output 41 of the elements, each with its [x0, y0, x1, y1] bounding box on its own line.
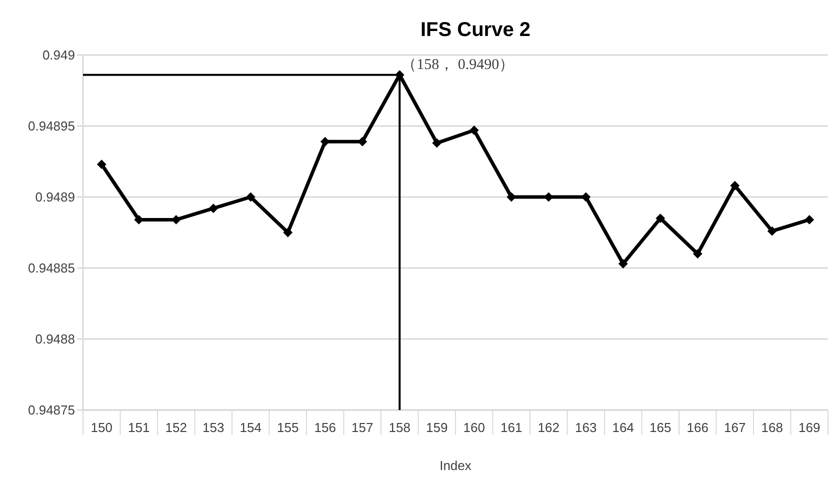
x-tick-label: 166 [686, 420, 708, 435]
x-tick-label: 157 [352, 420, 374, 435]
annotation: （158， 0.9490） [402, 56, 514, 73]
x-tick-label: 162 [538, 420, 560, 435]
x-tick-label: 168 [761, 420, 783, 435]
x-tick-label: 155 [277, 420, 299, 435]
point [618, 259, 628, 268]
x-tick-label: 154 [240, 420, 262, 435]
point [768, 226, 777, 236]
point [97, 160, 106, 169]
point [693, 249, 702, 258]
y-tick-label: 0.94885 [28, 260, 75, 276]
x-tick-label: 150 [90, 420, 112, 435]
chart-title: IFS Curve 2 [420, 19, 531, 41]
x-tick-label: 151 [128, 420, 150, 435]
y-tick-label: 0.949 [42, 48, 75, 63]
point [208, 204, 218, 213]
point [656, 214, 665, 223]
x-tick-label: 167 [724, 420, 746, 435]
point [730, 181, 740, 190]
x-tick-label: 161 [500, 420, 522, 435]
point [432, 138, 442, 148]
y-tick-label: 0.94895 [28, 118, 75, 134]
x-axis-title: Index [440, 458, 472, 473]
y-tick-label: 0.94875 [28, 402, 75, 418]
x-tick-label: 159 [426, 420, 448, 435]
x-tick-label: 163 [575, 420, 597, 435]
y-tick-label: 0.9488 [35, 332, 75, 347]
x-tick-label: 153 [202, 420, 224, 435]
x-tick-label: 156 [314, 420, 336, 435]
x-tick-label: 169 [798, 420, 820, 435]
x-tick-label: 165 [650, 420, 672, 435]
y-tick-label: 0.9489 [35, 190, 75, 205]
point [470, 126, 479, 135]
x-tick-label: 160 [463, 420, 485, 435]
x-tick-label: 152 [165, 420, 187, 435]
point [804, 215, 814, 224]
point [283, 228, 292, 237]
x-tick-label: 158 [388, 420, 410, 435]
x-tick-label: 164 [612, 420, 634, 435]
point [246, 192, 256, 202]
